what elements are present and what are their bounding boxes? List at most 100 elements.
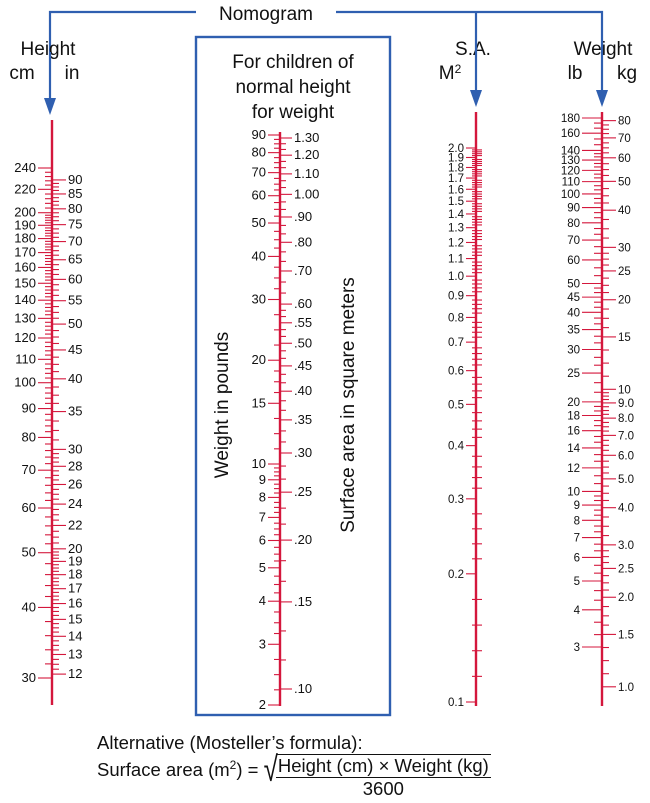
height-heading: Height bbox=[21, 39, 77, 60]
weight-lb-label: 60 bbox=[567, 255, 580, 267]
weight-lb-label: 20 bbox=[567, 397, 580, 409]
sa-label: 1.1 bbox=[448, 254, 464, 266]
box-line-2: normal height bbox=[235, 77, 351, 98]
weight-lb-label: 80 bbox=[567, 218, 580, 230]
height-cm-label: 40 bbox=[22, 599, 36, 614]
sa-label: 2.0 bbox=[448, 143, 464, 155]
sa-label: 0.7 bbox=[448, 337, 464, 349]
height-in-label: 30 bbox=[68, 441, 82, 456]
height-in-label: 24 bbox=[68, 496, 82, 511]
box-lb-label: 15 bbox=[252, 395, 266, 410]
weight-kg-label: 10 bbox=[618, 384, 631, 396]
weight-kg-label: 7.0 bbox=[618, 430, 634, 442]
sa-unit-exp: 2 bbox=[455, 62, 462, 76]
sa-label: 0.8 bbox=[448, 312, 464, 324]
height-in-label: 55 bbox=[68, 293, 82, 308]
sa-label: 0.2 bbox=[448, 569, 464, 581]
height-in-label: 45 bbox=[68, 342, 82, 357]
height-in-label: 17 bbox=[68, 581, 82, 596]
height-in-label: 22 bbox=[68, 517, 82, 532]
box-sa-label: .90 bbox=[294, 209, 312, 224]
weight-kg-label: 2.0 bbox=[618, 592, 634, 604]
weight-kg-label: 5.0 bbox=[618, 474, 634, 486]
weight-kg-label: 1.5 bbox=[618, 629, 634, 641]
box-sa-label: .40 bbox=[294, 383, 312, 398]
height-in-label: 18 bbox=[68, 567, 82, 582]
box-sa-label: .35 bbox=[294, 412, 312, 427]
weight-lb-label: 5 bbox=[574, 576, 580, 588]
weight-scale: 1801601401301201101009080706050454035302… bbox=[561, 112, 634, 706]
height-cm-label: 100 bbox=[14, 375, 36, 390]
box-lb-label: 50 bbox=[252, 215, 266, 230]
formula-equation: Surface area (m2) = √ Height (cm) × Weig… bbox=[97, 748, 637, 800]
weight-lb-label: 180 bbox=[561, 113, 580, 125]
box-lb-label: 70 bbox=[252, 165, 266, 180]
weight-kg-label: 9.0 bbox=[618, 398, 634, 410]
box-lb-label: 4 bbox=[259, 593, 266, 608]
box-sa-label: .70 bbox=[294, 263, 312, 278]
sa-label: 0.9 bbox=[448, 291, 464, 303]
sa-label: 1.5 bbox=[448, 196, 464, 208]
height-in-label: 26 bbox=[68, 476, 82, 491]
weight-lb-label: 8 bbox=[574, 515, 580, 527]
weight-lb-label: 45 bbox=[567, 292, 580, 304]
box-sa-label: .10 bbox=[294, 681, 312, 696]
box-lb-label: 2 bbox=[259, 697, 266, 712]
weight-kg-label: 20 bbox=[618, 295, 631, 307]
weight-lb-label: 9 bbox=[574, 500, 580, 512]
sa-label: 1.0 bbox=[448, 271, 464, 283]
box-sa-label: .60 bbox=[294, 296, 312, 311]
sa-label: 1.8 bbox=[448, 162, 464, 174]
height-in-label: 13 bbox=[68, 646, 82, 661]
weight-kg-label: 1.0 bbox=[618, 682, 634, 694]
height-in-label: 15 bbox=[68, 611, 82, 626]
height-in-label: 90 bbox=[68, 172, 82, 187]
radical-sign: √ bbox=[263, 748, 278, 790]
sa-unit-base: M bbox=[439, 63, 455, 84]
height-cm-label: 70 bbox=[22, 462, 36, 477]
height-in-label: 65 bbox=[68, 252, 82, 267]
height-in-label: 12 bbox=[68, 666, 82, 681]
sa-arrow bbox=[470, 40, 482, 107]
box-lb-label: 9 bbox=[259, 472, 266, 487]
weight-lb-label: 3 bbox=[574, 642, 580, 654]
height-cm-label: 110 bbox=[15, 351, 36, 366]
weight-arrow bbox=[596, 32, 608, 107]
box-sa-label: .80 bbox=[294, 234, 312, 249]
box-lb-label: 40 bbox=[252, 248, 266, 263]
height-cm-label: 60 bbox=[22, 500, 36, 515]
box-lb-label: 60 bbox=[252, 188, 266, 203]
weight-unit-lb: lb bbox=[568, 63, 583, 84]
height-in-label: 70 bbox=[68, 234, 82, 249]
weight-lb-label: 160 bbox=[561, 128, 580, 140]
sa-label: 1.2 bbox=[448, 237, 464, 249]
box-sa-label: .30 bbox=[294, 445, 312, 460]
weight-kg-label: 70 bbox=[618, 133, 631, 145]
weight-heading: Weight bbox=[574, 39, 634, 60]
weight-lb-label: 90 bbox=[567, 203, 580, 215]
height-cm-label: 130 bbox=[14, 310, 36, 325]
weight-lb-label: 30 bbox=[567, 345, 580, 357]
height-cm-label: 120 bbox=[14, 330, 36, 345]
height-cm-label: 220 bbox=[14, 181, 36, 196]
height-cm-label: 140 bbox=[14, 292, 36, 307]
formula-caption: Alternative (Mosteller’s formula): bbox=[97, 732, 363, 753]
weight-kg-label: 4.0 bbox=[618, 503, 634, 515]
height-in-label: 40 bbox=[68, 371, 82, 386]
box-sa-label: .55 bbox=[294, 315, 312, 330]
height-unit-cm: cm bbox=[9, 63, 34, 84]
weight-kg-label: 8.0 bbox=[618, 413, 634, 425]
weight-kg-label: 3.0 bbox=[618, 540, 634, 552]
box-line-1: For children of bbox=[232, 52, 354, 73]
connector-lines bbox=[48, 10, 604, 52]
weight-lb-label: 16 bbox=[567, 426, 580, 438]
height-in-label: 19 bbox=[68, 553, 82, 568]
box-sa-label: 1.30 bbox=[294, 130, 319, 145]
weight-lb-label: 50 bbox=[567, 279, 580, 291]
box-lb-label: 3 bbox=[259, 636, 266, 651]
nomogram-chart: Nomogram Height cm in For children of no… bbox=[9, 4, 637, 717]
height-in-label: 35 bbox=[68, 404, 82, 419]
weight-lb-label: 6 bbox=[574, 552, 580, 564]
box-lb-label: 5 bbox=[259, 560, 266, 575]
